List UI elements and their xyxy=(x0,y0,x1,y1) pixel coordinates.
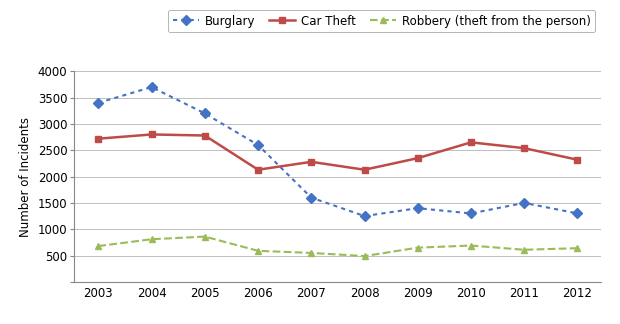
Legend: Burglary, Car Theft, Robbery (theft from the person): Burglary, Car Theft, Robbery (theft from… xyxy=(168,10,595,32)
Y-axis label: Number of Incidents: Number of Incidents xyxy=(19,117,32,237)
